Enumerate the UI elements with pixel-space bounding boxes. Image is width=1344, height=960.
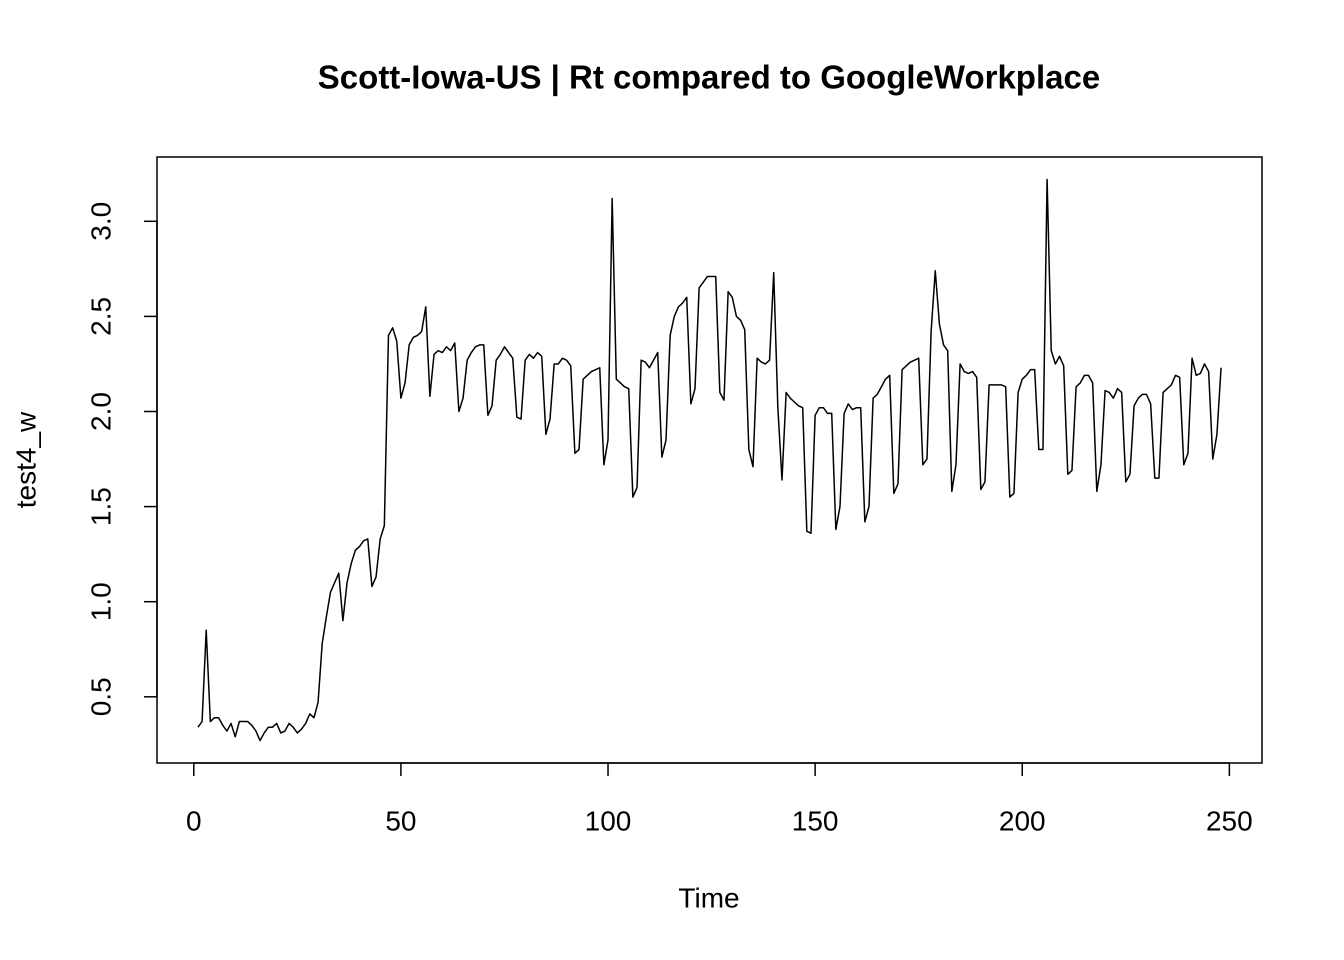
y-tick-label: 1.5 <box>85 487 116 526</box>
y-tick-label: 2.0 <box>85 392 116 431</box>
y-tick-label: 2.5 <box>85 297 116 336</box>
y-tick-label: 1.0 <box>85 582 116 621</box>
x-tick-label: 100 <box>585 805 632 836</box>
y-axis-label: test4_w <box>10 411 41 508</box>
y-tick-label: 3.0 <box>85 202 116 241</box>
x-tick-label: 250 <box>1206 805 1253 836</box>
x-tick-label: 50 <box>385 805 416 836</box>
data-line <box>197 178 1222 742</box>
chart-title: Scott-Iowa-US | Rt compared to GoogleWor… <box>318 59 1100 96</box>
x-axis-label: Time <box>678 882 739 913</box>
x-tick-label: 150 <box>792 805 839 836</box>
x-tick-label: 200 <box>999 805 1046 836</box>
y-tick-label: 0.5 <box>85 677 116 716</box>
x-tick-label: 0 <box>186 805 202 836</box>
